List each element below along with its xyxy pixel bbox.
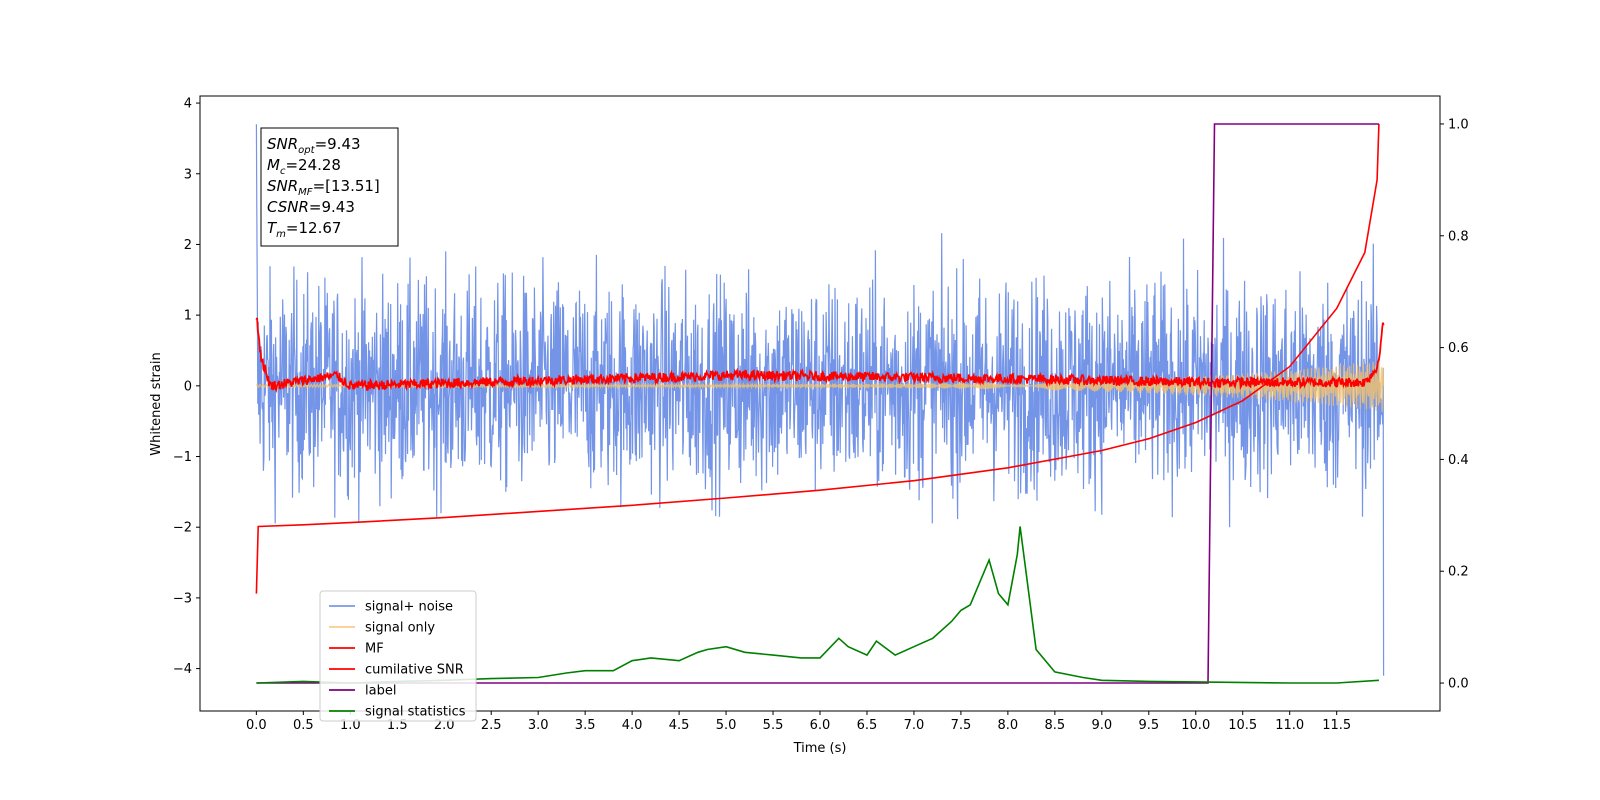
y-right-tick-label: 0.6 [1448,341,1469,356]
series-layer [255,123,1385,684]
x-tick-label: 6.0 [810,718,831,733]
x-tick-label: 0.0 [246,718,267,733]
x-tick-label: 11.5 [1322,718,1351,733]
x-tick-label: 5.0 [716,718,737,733]
y-left-tick-label: −2 [173,521,192,536]
x-tick-label: 3.0 [528,718,549,733]
legend-frame [319,590,477,722]
x-tick-label: 7.5 [951,718,972,733]
x-tick-label: 2.0 [434,718,455,733]
x-tick-label: 3.5 [575,718,596,733]
legend-label: signal statistics [365,705,466,720]
annotation-csnr: CSNR=9.43 [267,198,355,216]
x-axis-label: Time (s) [793,741,847,756]
x-tick-label: 7.0 [904,718,925,733]
series-mf-line [255,317,1385,393]
x-tick-label: 2.5 [481,718,502,733]
y-right-tick-label: 0.0 [1448,677,1469,692]
y-left-tick-label: −3 [173,591,192,606]
annotation-mc: Mc=24.28 [267,156,341,177]
annotation-frame [260,127,399,247]
y-left-tick-label: 3 [184,167,192,182]
y-right-tick-label: 0.8 [1448,229,1469,244]
series-signal-statistics-line [256,526,1379,684]
series-label-line [256,123,1379,684]
series-cumulative-snr-line [255,123,1380,594]
x-tick-label: 10.5 [1228,718,1257,733]
legend-label: signal only [365,621,435,636]
y-left-tick-label: 4 [184,97,192,112]
x-tick-label: 1.0 [340,718,361,733]
x-tick-label: 8.0 [998,718,1019,733]
annotation-snr-opt: SNRopt=9.43 [267,135,361,156]
annotation-snr-mf: SNRMF=[13.51] [267,177,380,198]
y-right-tick-label: 0.4 [1448,453,1469,468]
y-left-tick-label: 2 [184,238,192,253]
y-right-tick-label: 1.0 [1448,117,1469,132]
x-tick-label: 8.5 [1045,718,1066,733]
x-tick-label: 11.0 [1275,718,1304,733]
y-left-tick-label: 1 [184,309,192,324]
x-tick-label: 4.5 [669,718,690,733]
y-left-tick-label: −4 [173,662,192,677]
x-tick-label: 5.5 [763,718,784,733]
y-left-tick-label: 0 [184,379,192,394]
x-tick-label: 9.0 [1091,718,1112,733]
y-axis-right: 0.0 0.2 0.4 0.6 0.8 1.0 [1440,117,1469,692]
annotation-box: SNRopt=9.43 Mc=24.28 SNRMF=[13.51] CSNR=… [260,127,399,247]
annotation-tm: Tm=12.67 [267,219,341,240]
x-tick-label: 10.0 [1181,718,1210,733]
legend-label: MF [365,642,384,657]
series-signal-only-line [255,360,1385,412]
y-right-tick-label: 0.2 [1448,565,1469,580]
y-axis-left: −4 −3 −2 −1 0 1 2 3 4 [173,97,200,677]
legend-label: cumilative SNR [365,663,464,678]
x-tick-label: 9.5 [1138,718,1159,733]
y-axis-left-label: Whitened strain [149,352,164,455]
y-left-tick-label: −1 [173,450,192,465]
x-tick-label: 4.0 [622,718,643,733]
x-axis: 0.0 0.5 1.0 1.5 2.0 2.5 3.0 3.5 4.0 4.5 5.0 5.5 6.0 6… [246,711,1351,733]
x-tick-label: 6.5 [857,718,878,733]
x-tick-label: 1.5 [387,718,408,733]
legend-label: signal+ noise [365,600,453,615]
legend: signal+ noise signal only MF cumilative SNR… [319,590,477,722]
x-tick-label: 0.5 [293,718,314,733]
legend-label: label [365,684,396,699]
